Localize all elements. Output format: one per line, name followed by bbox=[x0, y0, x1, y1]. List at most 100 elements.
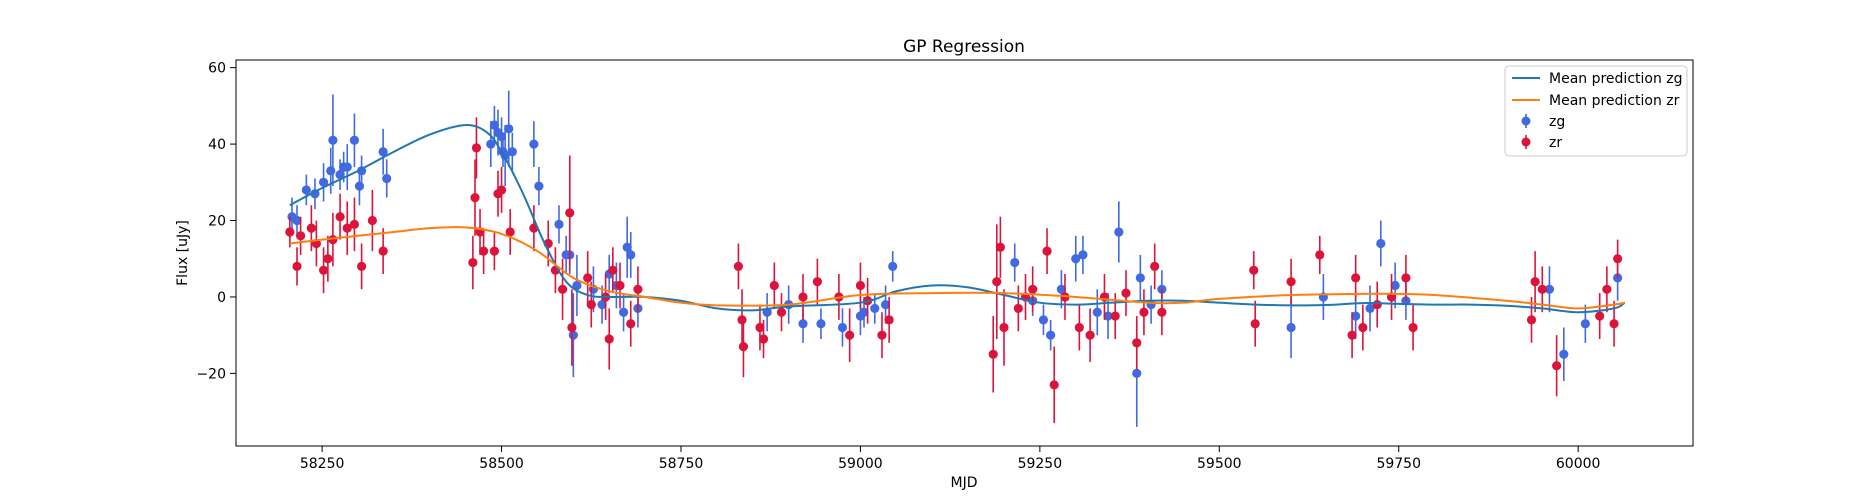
zr-point-69 bbox=[1150, 261, 1160, 271]
zr-point-84 bbox=[1537, 284, 1547, 294]
zr-point-22 bbox=[505, 227, 515, 237]
zr-point-12 bbox=[367, 215, 377, 226]
legend-label-mean-zg: Mean prediction zg bbox=[1549, 71, 1683, 87]
zr-point-74 bbox=[1315, 250, 1325, 260]
zg-point-62 bbox=[1286, 322, 1296, 333]
zr-point-39 bbox=[738, 342, 749, 352]
plot-frame bbox=[235, 59, 1694, 447]
y-tick-label-0: 0 bbox=[217, 290, 226, 306]
zr-point-42 bbox=[769, 280, 779, 291]
zg-point-24 bbox=[534, 181, 544, 191]
zr-point-60 bbox=[1049, 380, 1059, 390]
zr-point-58 bbox=[1028, 284, 1038, 294]
zg-point-31 bbox=[597, 299, 607, 310]
legend-label-zg: zg bbox=[1549, 114, 1565, 130]
zr-point-67 bbox=[1132, 338, 1142, 348]
zr-point-75 bbox=[1347, 330, 1357, 340]
zg-point-1 bbox=[292, 215, 302, 226]
zr-point-83 bbox=[1530, 277, 1540, 287]
y-tick-label-40: 40 bbox=[208, 137, 226, 153]
zr-point-44 bbox=[798, 292, 808, 302]
zg-point-64 bbox=[1351, 311, 1361, 321]
zr-point-3 bbox=[306, 223, 316, 233]
zg-point-66 bbox=[1376, 238, 1386, 249]
zr-point-8 bbox=[335, 212, 345, 222]
zg-point-56 bbox=[1103, 311, 1113, 321]
zg-point-48 bbox=[1010, 257, 1020, 268]
zr-point-11 bbox=[357, 261, 367, 271]
zg-point-67 bbox=[1390, 280, 1400, 291]
zr-point-88 bbox=[1609, 319, 1619, 329]
plot-background bbox=[236, 60, 1693, 446]
y-tick-label-60: 60 bbox=[208, 61, 226, 77]
zr-point-70 bbox=[1157, 307, 1167, 317]
zr-point-65 bbox=[1110, 311, 1120, 321]
y-axis: −20 0 20 40 60 bbox=[196, 61, 236, 382]
zg-point-14 bbox=[382, 173, 392, 184]
zg-point-2 bbox=[301, 185, 311, 195]
x-tick-label-58500: 58500 bbox=[479, 456, 524, 472]
zr-point-29 bbox=[583, 273, 593, 283]
zr-point-50 bbox=[877, 330, 887, 340]
zg-point-36 bbox=[626, 250, 636, 260]
zr-point-71 bbox=[1249, 265, 1259, 275]
zr-point-47 bbox=[845, 330, 855, 340]
legend-frame bbox=[1504, 65, 1688, 157]
zg-point-47 bbox=[888, 261, 898, 271]
line-mean-prediction-zg bbox=[289, 123, 1626, 314]
zr-point-51 bbox=[884, 315, 894, 325]
zr-point-35 bbox=[626, 319, 636, 329]
zr-point-26 bbox=[557, 284, 568, 294]
legend-label-zr: zr bbox=[1549, 135, 1562, 151]
zg-point-15 bbox=[486, 139, 496, 149]
zr-point-68 bbox=[1139, 307, 1149, 317]
zr-point-34 bbox=[615, 280, 625, 291]
zg-point-44 bbox=[859, 307, 869, 317]
zr-point-76 bbox=[1351, 273, 1361, 283]
zr-point-89 bbox=[1613, 254, 1623, 264]
legend-swatch-zr bbox=[1521, 135, 1531, 149]
zr-point-45 bbox=[812, 277, 822, 287]
zr-point-38 bbox=[737, 315, 747, 325]
series-zr-points bbox=[285, 117, 1623, 424]
line-mean-prediction-zr bbox=[289, 226, 1626, 310]
x-axis-label: MJD bbox=[951, 475, 978, 491]
zr-point-36 bbox=[633, 284, 643, 294]
zg-point-69 bbox=[1544, 284, 1555, 294]
zg-point-71 bbox=[1580, 319, 1590, 329]
zg-point-42 bbox=[837, 322, 848, 333]
zg-point-70 bbox=[1559, 349, 1569, 359]
zr-point-73 bbox=[1286, 277, 1296, 287]
zr-point-9 bbox=[342, 223, 352, 233]
zr-point-2 bbox=[295, 231, 306, 241]
zg-point-46 bbox=[880, 299, 891, 310]
x-tick-label-58750: 58750 bbox=[659, 456, 704, 472]
zg-point-22 bbox=[507, 147, 517, 157]
zr-point-82 bbox=[1526, 315, 1537, 325]
legend-swatch-zg bbox=[1521, 114, 1531, 128]
x-tick-label-58250: 58250 bbox=[300, 456, 345, 472]
zr-point-33 bbox=[608, 265, 618, 275]
zg-point-55 bbox=[1092, 307, 1102, 317]
zg-point-40 bbox=[798, 319, 808, 329]
zg-point-53 bbox=[1071, 254, 1081, 264]
zr-point-18 bbox=[479, 246, 489, 256]
zr-point-13 bbox=[378, 246, 388, 256]
zr-point-10 bbox=[349, 219, 360, 229]
zr-point-62 bbox=[1074, 322, 1084, 333]
zr-point-77 bbox=[1358, 322, 1368, 333]
x-tick-label-59750: 59750 bbox=[1376, 456, 1421, 472]
zg-point-6 bbox=[328, 135, 338, 145]
zr-point-14 bbox=[468, 257, 478, 268]
zr-point-5 bbox=[318, 265, 329, 275]
x-tick-label-59250: 59250 bbox=[1018, 456, 1063, 472]
zg-point-7 bbox=[335, 170, 345, 180]
zr-point-41 bbox=[758, 334, 769, 344]
zg-point-4 bbox=[318, 177, 329, 187]
x-tick-label-60000: 60000 bbox=[1556, 456, 1601, 472]
zr-point-78 bbox=[1372, 299, 1382, 310]
legend-label-mean-zr: Mean prediction zr bbox=[1549, 93, 1680, 109]
zr-point-48 bbox=[855, 280, 866, 291]
zg-point-11 bbox=[354, 181, 365, 191]
